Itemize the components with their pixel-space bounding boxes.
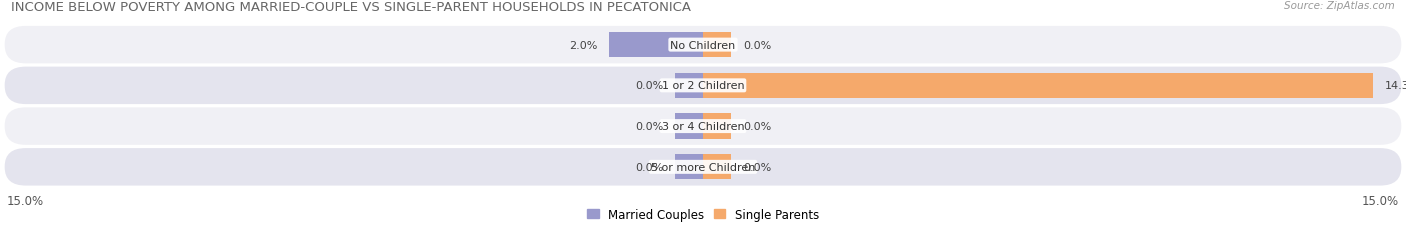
Text: 14.3%: 14.3% xyxy=(1385,81,1406,91)
Text: 15.0%: 15.0% xyxy=(7,195,44,207)
Text: 0.0%: 0.0% xyxy=(636,81,664,91)
Bar xyxy=(675,114,703,139)
Text: 1 or 2 Children: 1 or 2 Children xyxy=(662,81,744,91)
Text: 0.0%: 0.0% xyxy=(742,122,770,131)
Text: Source: ZipAtlas.com: Source: ZipAtlas.com xyxy=(1284,1,1395,11)
Text: 15.0%: 15.0% xyxy=(1362,195,1399,207)
Text: No Children: No Children xyxy=(671,40,735,50)
Text: 0.0%: 0.0% xyxy=(742,162,770,172)
Bar xyxy=(703,73,1374,99)
Bar xyxy=(703,33,731,58)
Text: 0.0%: 0.0% xyxy=(636,162,664,172)
Text: 5 or more Children: 5 or more Children xyxy=(651,162,755,172)
Text: 0.0%: 0.0% xyxy=(742,40,770,50)
Legend: Married Couples, Single Parents: Married Couples, Single Parents xyxy=(582,203,824,225)
FancyBboxPatch shape xyxy=(4,149,1402,186)
Text: INCOME BELOW POVERTY AMONG MARRIED-COUPLE VS SINGLE-PARENT HOUSEHOLDS IN PECATON: INCOME BELOW POVERTY AMONG MARRIED-COUPL… xyxy=(11,1,692,14)
FancyBboxPatch shape xyxy=(4,67,1402,105)
Bar xyxy=(675,155,703,180)
FancyBboxPatch shape xyxy=(4,27,1402,64)
Bar xyxy=(703,155,731,180)
Text: 3 or 4 Children: 3 or 4 Children xyxy=(662,122,744,131)
Text: 2.0%: 2.0% xyxy=(569,40,598,50)
Bar xyxy=(675,73,703,99)
Text: 0.0%: 0.0% xyxy=(636,122,664,131)
FancyBboxPatch shape xyxy=(4,108,1402,145)
Bar xyxy=(703,114,731,139)
Bar xyxy=(609,33,703,58)
